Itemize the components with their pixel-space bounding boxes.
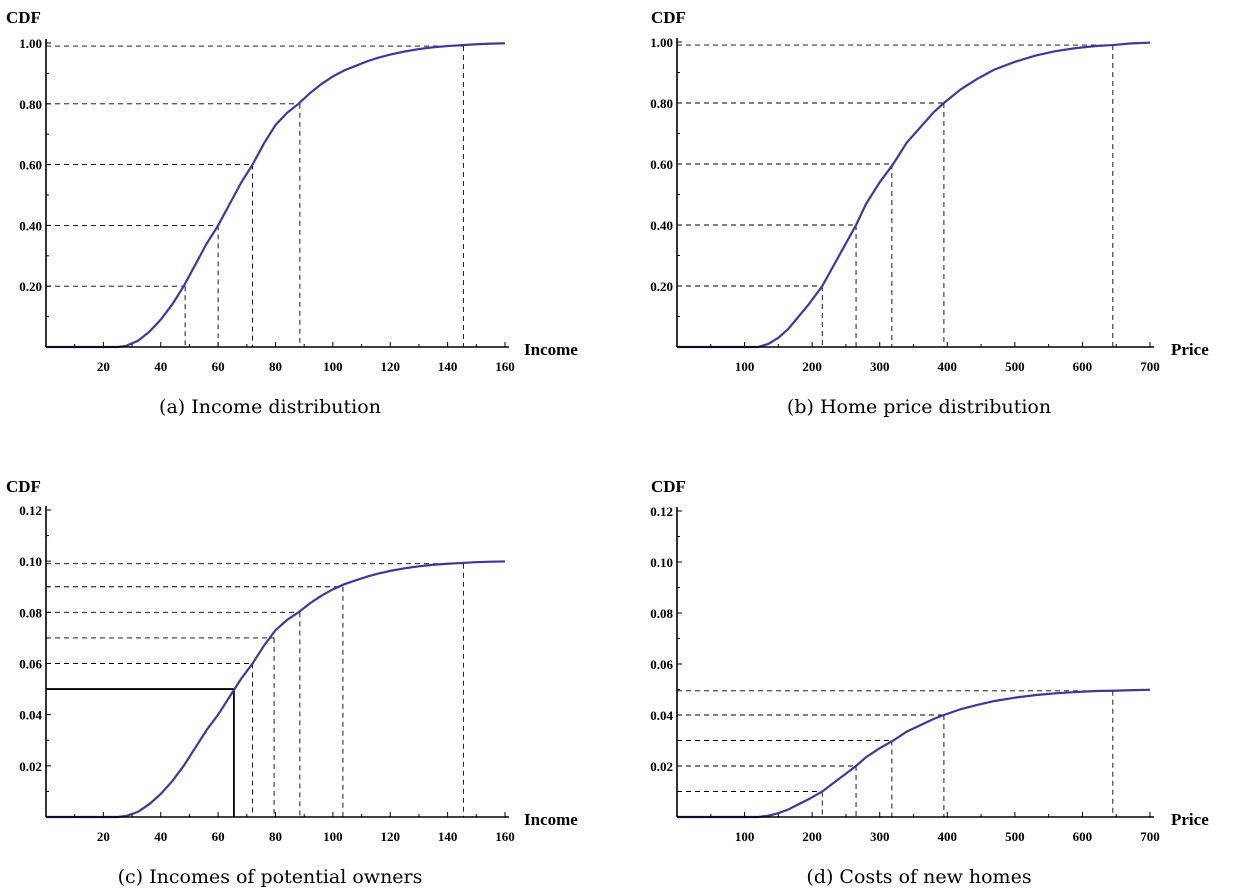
- x-axis-label-d: Price: [1171, 810, 1209, 829]
- x-tick-label-d-3: 400: [938, 829, 958, 844]
- x-tick-label-b-5: 600: [1073, 359, 1093, 374]
- chart-panel-d: 100 200 300 400 500 600 700 0.02 0.04 0.06 0.08 0.1…: [650, 477, 1209, 888]
- y-tick-label-b-0: 0.20: [650, 279, 673, 294]
- x-tick-label-c-4: 100: [323, 829, 343, 844]
- chart-panel-a: 20 40 60 80 100 120 140 160 0.20 0.40 0.60 0.80 1.00…: [6, 8, 578, 418]
- x-tick-label-a-0: 20: [97, 359, 110, 374]
- x-tick-label-c-6: 140: [438, 829, 458, 844]
- y-tick-label-d-3: 0.08: [650, 606, 673, 621]
- y-tick-label-a-3: 0.80: [19, 97, 42, 112]
- y-tick-label-c-5: 0.12: [19, 503, 42, 518]
- x-tick-label-a-4: 100: [323, 359, 343, 374]
- y-tick-label-c-0: 0.02: [19, 759, 42, 774]
- x-tick-label-c-3: 80: [269, 829, 282, 844]
- y-tick-label-a-1: 0.40: [19, 218, 42, 233]
- x-tick-label-b-3: 400: [938, 359, 958, 374]
- cdf-curve-d: [677, 688, 1151, 819]
- x-axis-label-b: Price: [1171, 340, 1209, 359]
- x-tick-label-a-5: 120: [381, 359, 401, 374]
- caption-d: (d) Costs of new homes: [806, 866, 1031, 888]
- x-tick-label-b-0: 100: [735, 359, 755, 374]
- y-axis-label-d: CDF: [651, 477, 686, 496]
- cdf-curve-c: [46, 560, 506, 819]
- caption-b: (b) Home price distribution: [787, 396, 1051, 418]
- y-tick-label-d-1: 0.04: [650, 708, 673, 723]
- x-tick-label-c-7: 160: [495, 829, 515, 844]
- x-tick-label-d-0: 100: [735, 829, 755, 844]
- x-tick-label-a-7: 160: [495, 359, 515, 374]
- x-tick-label-d-6: 700: [1140, 829, 1160, 844]
- y-tick-label-b-4: 1.00: [650, 35, 673, 50]
- y-tick-label-c-3: 0.08: [19, 605, 42, 620]
- y-tick-label-b-2: 0.60: [650, 157, 673, 172]
- y-axis-label-a: CDF: [6, 8, 41, 27]
- y-tick-label-a-2: 0.60: [19, 158, 42, 173]
- x-axis-label-a: Income: [524, 340, 578, 359]
- x-tick-label-a-1: 40: [154, 359, 167, 374]
- x-tick-label-c-1: 40: [154, 829, 167, 844]
- y-tick-label-d-2: 0.06: [650, 657, 673, 672]
- x-tick-label-b-6: 700: [1140, 359, 1160, 374]
- x-tick-label-c-5: 120: [381, 829, 401, 844]
- cdf-curve-a: [46, 42, 506, 349]
- x-tick-label-d-1: 200: [802, 829, 822, 844]
- y-tick-label-c-2: 0.06: [19, 657, 42, 672]
- y-axis-label-b: CDF: [651, 8, 686, 27]
- y-tick-label-d-0: 0.02: [650, 759, 673, 774]
- chart-panel-b: 100 200 300 400 500 600 700 0.20 0.40 0.60 0.80 1.0…: [650, 8, 1209, 418]
- y-tick-label-d-4: 0.10: [650, 555, 673, 570]
- x-tick-label-b-4: 500: [1005, 359, 1025, 374]
- x-tick-label-b-2: 300: [870, 359, 890, 374]
- y-tick-label-b-1: 0.40: [650, 218, 673, 233]
- y-tick-label-d-5: 0.12: [650, 504, 673, 519]
- x-tick-label-b-1: 200: [802, 359, 822, 374]
- x-tick-label-d-5: 600: [1073, 829, 1093, 844]
- x-tick-label-d-2: 300: [870, 829, 890, 844]
- x-tick-label-d-4: 500: [1005, 829, 1025, 844]
- y-tick-label-c-1: 0.04: [19, 708, 42, 723]
- x-tick-label-c-0: 20: [97, 829, 110, 844]
- y-tick-label-a-4: 1.00: [19, 36, 42, 51]
- y-tick-label-b-3: 0.80: [650, 96, 673, 111]
- x-tick-label-c-2: 60: [212, 829, 225, 844]
- chart-panel-c: 20 40 60 80 100 120 140 160 0.02 0.04 0.06 0.08 0.10…: [6, 477, 578, 888]
- cdf-curve-b: [677, 41, 1151, 349]
- y-axis-label-c: CDF: [6, 477, 41, 496]
- x-axis-label-c: Income: [524, 810, 578, 829]
- x-tick-label-a-2: 60: [212, 359, 225, 374]
- caption-c: (c) Incomes of potential owners: [118, 866, 423, 888]
- y-tick-label-c-4: 0.10: [19, 554, 42, 569]
- y-tick-label-a-0: 0.20: [19, 279, 42, 294]
- x-tick-label-a-6: 140: [438, 359, 458, 374]
- x-tick-label-a-3: 80: [269, 359, 282, 374]
- caption-a: (a) Income distribution: [159, 396, 381, 418]
